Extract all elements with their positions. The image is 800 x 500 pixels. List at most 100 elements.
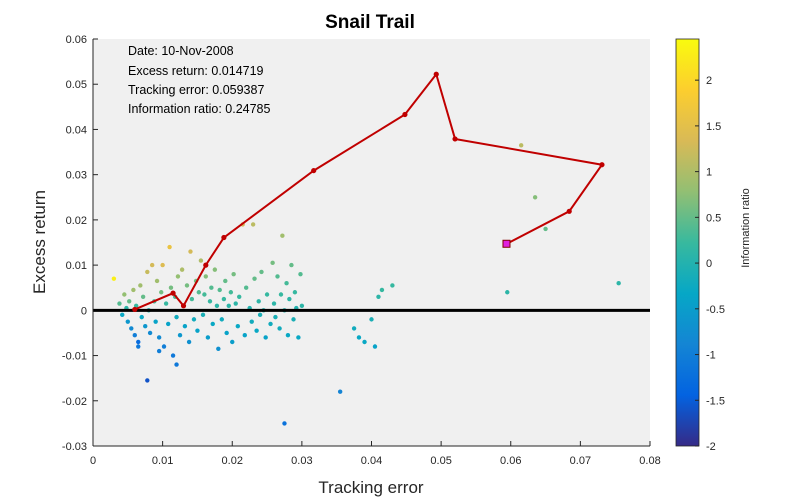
scatter-point: [263, 335, 268, 340]
scatter-point: [291, 317, 296, 322]
scatter-point: [161, 344, 167, 349]
scatter-point: [249, 319, 254, 324]
scatter-point: [136, 344, 141, 349]
x-tick-label: 0.02: [222, 455, 243, 467]
x-tick-label: 0.01: [152, 455, 173, 467]
scatter-point: [221, 296, 227, 302]
trail-point: [132, 306, 138, 313]
scatter-point: [195, 328, 200, 333]
y-tick-label: -0.03: [62, 441, 87, 453]
trail-point: [402, 111, 408, 118]
scatter-point: [212, 267, 218, 272]
scatter-point: [230, 339, 235, 345]
scatter-point: [289, 262, 294, 268]
scatter-point: [182, 323, 188, 329]
scatter-point: [120, 312, 125, 318]
x-axis-label: Tracking error: [318, 478, 424, 497]
scatter-point: [188, 249, 193, 254]
y-tick-label: 0.04: [66, 124, 87, 136]
scatter-point: [127, 299, 132, 304]
annotation-box: Date: 10-Nov-2008 Excess return: 0.01471…: [128, 44, 270, 116]
scatter-point: [129, 326, 134, 331]
colorbar-tick-label: 0.5: [706, 212, 721, 224]
trail-point: [433, 71, 439, 77]
scatter-point: [138, 283, 143, 288]
scatter-point: [156, 348, 162, 354]
scatter-point: [159, 290, 164, 295]
y-tick-label: -0.01: [62, 351, 87, 363]
scatter-point: [145, 269, 150, 275]
y-tick-label: 0.06: [66, 34, 87, 46]
scatter-point: [191, 317, 197, 322]
scatter-point: [136, 339, 141, 345]
colorbar-tick-label: 0: [706, 258, 712, 270]
scatter-point: [243, 285, 249, 290]
scatter-point: [170, 353, 176, 358]
scatter-point: [111, 276, 117, 281]
scatter-point: [149, 262, 155, 268]
scatter-point: [254, 328, 259, 333]
scatter-point: [351, 326, 357, 331]
y-axis: -0.03 -0.02 -0.01 0 0.01 0.02 0.03 0.04 0.05 0.06: [62, 34, 98, 453]
colorbar: [675, 38, 700, 447]
y-tick-label: 0.02: [66, 215, 87, 227]
scatter-point: [233, 301, 238, 306]
scatter-point: [299, 303, 305, 309]
y-tick-label: -0.02: [62, 396, 87, 408]
x-tick-label: 0.07: [570, 455, 591, 467]
trail-point: [311, 167, 317, 174]
scatter-point: [122, 292, 127, 297]
scatter-point: [209, 285, 214, 290]
scatter-point: [153, 319, 158, 324]
current-point-marker: [502, 239, 511, 248]
scatter-point: [217, 287, 222, 293]
scatter-point: [285, 333, 291, 338]
scatter-point: [362, 339, 367, 345]
scatter-point: [216, 346, 221, 351]
scatter-point: [165, 321, 171, 327]
colorbar-ticks: -2 -1.5 -1 -0.5 0 0.5 1 1.5 2: [695, 75, 725, 453]
scatter-point: [242, 333, 247, 338]
scatter-point: [140, 294, 146, 299]
x-tick-label: 0.04: [361, 455, 382, 467]
scatter-point: [196, 290, 202, 295]
scatter-point: [372, 344, 378, 349]
y-tick-label: 0: [81, 305, 87, 317]
scatter-point: [184, 283, 190, 288]
trail-point: [170, 290, 176, 296]
scatter-point: [379, 287, 385, 293]
colorbar-tick-label: -1.5: [706, 395, 725, 407]
scatter-point: [235, 323, 241, 329]
scatter-point: [505, 290, 510, 295]
colorbar-tick-label: 1: [706, 167, 712, 179]
scatter-point: [168, 285, 174, 290]
scatter-point: [125, 319, 131, 324]
scatter-point: [264, 292, 270, 297]
scatter-point: [273, 314, 278, 320]
scatter-point: [271, 301, 277, 306]
trail-point: [180, 303, 187, 309]
scatter-point: [616, 281, 621, 286]
annotation-information-ratio: Information ratio: 0.24785: [128, 102, 270, 116]
scatter-point: [214, 303, 220, 309]
scatter-point: [337, 389, 343, 394]
scatter-point: [292, 290, 298, 295]
scatter-point: [270, 260, 275, 266]
scatter-point: [275, 274, 280, 279]
y-tick-label: 0.03: [66, 170, 87, 182]
scatter-point: [132, 333, 137, 338]
scatter-point: [369, 317, 374, 322]
x-axis: 0 0.01 0.02 0.03 0.04 0.05 0.06 0.07 0.08: [90, 441, 661, 467]
scatter-point: [117, 301, 122, 306]
scatter-point: [298, 271, 303, 277]
colorbar-tick-label: 1.5: [706, 121, 721, 133]
scatter-point: [205, 335, 211, 340]
annotation-excess-return: Excess return: 0.014719: [128, 64, 264, 78]
scatter-point: [139, 314, 144, 320]
x-tick-label: 0: [90, 455, 96, 467]
chart-title: Snail Trail: [325, 12, 415, 33]
scatter-point: [543, 226, 548, 232]
plot-area: [93, 39, 650, 446]
scatter-point: [160, 262, 165, 268]
